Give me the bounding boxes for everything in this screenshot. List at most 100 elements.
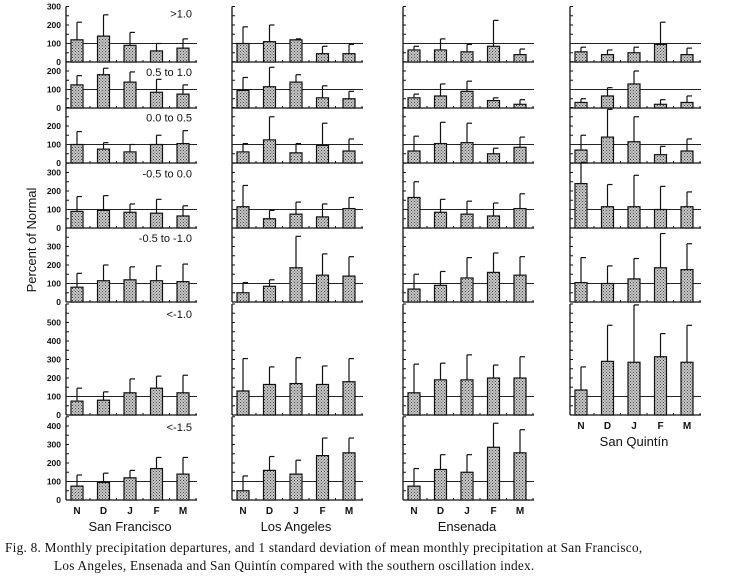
bar-D — [96, 148, 111, 164]
bar-N — [574, 281, 588, 303]
month-label: M — [683, 421, 691, 432]
y-tick-label: 200 — [47, 186, 61, 196]
bar-F — [315, 383, 330, 416]
bar-F — [149, 212, 164, 229]
bar-M — [513, 146, 527, 164]
bar-F — [486, 446, 501, 501]
panel — [402, 303, 534, 416]
bar-F — [149, 467, 164, 501]
bar-M — [176, 142, 190, 164]
bar-J — [460, 471, 474, 501]
panel — [231, 107, 363, 164]
bar-J — [627, 52, 641, 63]
y-tick-label: 100 — [47, 39, 61, 49]
soi-class-label: -0.5 to 0.0 — [142, 168, 192, 180]
bar-M — [513, 377, 527, 416]
bar-J — [627, 141, 641, 164]
bar-M — [176, 215, 190, 229]
bar-J — [289, 473, 303, 501]
bar-M — [342, 53, 356, 63]
panel — [231, 162, 363, 229]
panel: 0 100 200 0.5 to 1.0 — [47, 61, 197, 113]
y-tick-label: 0 — [56, 158, 61, 168]
bar-F — [149, 91, 164, 109]
bar-J — [460, 379, 474, 416]
y-tick-label: 100 — [47, 392, 61, 402]
month-label: D — [604, 421, 611, 432]
panel — [569, 227, 701, 303]
bar-N — [70, 39, 84, 63]
soi-class-label: <-1.5 — [167, 422, 192, 434]
panel — [569, 161, 701, 229]
bar-M — [680, 269, 694, 303]
panel: 0 100 200 300 400 <-1.5 N D J F M San Francisco — [47, 416, 197, 534]
bar-N — [574, 389, 588, 416]
bar-F — [653, 267, 668, 303]
panel — [402, 107, 534, 164]
bar-J — [123, 44, 137, 63]
y-tick-label: 100 — [47, 140, 61, 150]
y-tick-label: 200 — [47, 121, 61, 131]
bar-D — [96, 35, 111, 63]
soi-class-label: >1.0 — [170, 9, 192, 21]
panel: 0 100 200 300 -0.5 to -1.0 — [47, 227, 197, 307]
y-tick-label: 100 — [47, 205, 61, 215]
bar-M — [176, 47, 190, 63]
bar-N — [236, 490, 250, 501]
bar-M — [513, 274, 527, 303]
panel — [231, 227, 363, 303]
month-label: F — [490, 506, 496, 517]
panel — [231, 6, 363, 63]
bar-N — [574, 183, 588, 229]
bar-D — [600, 360, 615, 416]
bar-F — [315, 274, 330, 303]
y-tick-label: 400 — [47, 336, 61, 346]
figure-caption-line-2: Los Angeles, Ensenada and San Quintín co… — [54, 558, 535, 573]
bar-D — [262, 383, 277, 416]
bar-F — [486, 215, 501, 229]
panel — [402, 162, 534, 229]
month-label: D — [100, 506, 107, 517]
bar-N — [236, 42, 250, 63]
station-column: N D J F M San Quintín — [569, 6, 701, 449]
y-tick-label: 200 — [47, 20, 61, 30]
panel — [231, 61, 363, 109]
bar-N — [236, 206, 250, 229]
bar-J — [460, 277, 474, 303]
bar-D — [262, 285, 277, 303]
month-label: N — [410, 506, 417, 517]
bar-N — [407, 49, 421, 63]
bar-N — [407, 97, 421, 109]
bar-J — [289, 213, 303, 229]
bar-D — [433, 142, 448, 164]
bar-D — [262, 86, 277, 109]
bar-F — [315, 97, 330, 109]
bar-J — [460, 142, 474, 164]
month-label: F — [153, 506, 159, 517]
panel — [402, 6, 534, 63]
bar-M — [176, 93, 190, 109]
bar-F — [149, 387, 164, 416]
bar-M — [176, 473, 190, 501]
panel: N D J F M San Quintín — [569, 303, 701, 449]
bar-F — [486, 45, 501, 63]
bar-N — [407, 150, 421, 164]
figure-caption-line-1: Fig. 8. Monthly precipitation departures… — [5, 540, 643, 555]
bar-D — [433, 95, 448, 109]
panel — [402, 61, 534, 109]
month-label: N — [73, 506, 80, 517]
bar-N — [574, 101, 588, 109]
bar-F — [653, 103, 668, 109]
y-tick-label: 300 — [47, 440, 61, 450]
month-label: N — [577, 421, 584, 432]
bar-M — [342, 452, 356, 501]
bar-M — [342, 150, 356, 164]
bar-D — [96, 209, 111, 229]
y-tick-label: 200 — [47, 260, 61, 270]
bar-F — [149, 143, 164, 164]
bar-F — [149, 50, 164, 63]
panel — [569, 6, 701, 63]
bar-N — [236, 89, 250, 109]
bar-N — [70, 84, 84, 109]
